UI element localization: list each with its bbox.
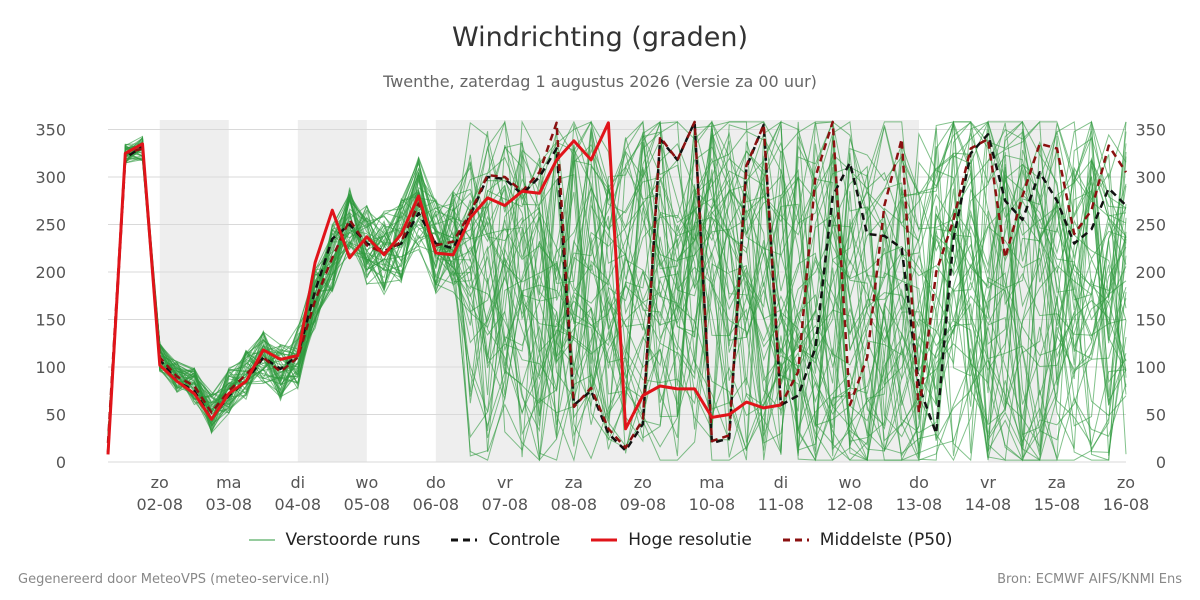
legend-label: Hoge resolutie bbox=[628, 530, 752, 550]
x-tick-date: 02-08 bbox=[137, 495, 184, 514]
y-tick-label-right: 100 bbox=[1135, 358, 1166, 377]
y-tick-label-right: 50 bbox=[1146, 406, 1166, 425]
main-lines bbox=[106, 120, 1128, 455]
x-tick-day: do bbox=[909, 473, 929, 492]
ensemble-line bbox=[107, 121, 1127, 454]
x-tick-date: 04-08 bbox=[275, 495, 322, 514]
x-tick-date: 07-08 bbox=[482, 495, 529, 514]
y-tick-label-right: 150 bbox=[1135, 311, 1166, 330]
legend-label: Controle bbox=[488, 530, 561, 550]
y-tick-label-left: 250 bbox=[35, 216, 66, 235]
y-tick-label-right: 0 bbox=[1156, 453, 1166, 472]
ensemble-line bbox=[107, 119, 1127, 461]
x-tick-date: 10-08 bbox=[689, 495, 736, 514]
ensemble-line bbox=[107, 131, 1127, 449]
ensemble-line bbox=[107, 131, 1127, 452]
footer-credit: Gegenereerd door MeteoVPS (meteo-service… bbox=[18, 572, 330, 587]
ensemble-line bbox=[107, 132, 1127, 462]
y-tick-label-left: 350 bbox=[35, 121, 66, 140]
x-tick-date: 09-08 bbox=[620, 495, 667, 514]
ensemble-lines bbox=[107, 119, 1127, 462]
y-tick-label-left: 50 bbox=[46, 406, 66, 425]
legend-item: Verstoorde runs bbox=[248, 530, 421, 550]
x-tick-day: di bbox=[290, 473, 305, 492]
legend-swatch bbox=[451, 538, 478, 542]
ensemble-line bbox=[107, 126, 1127, 460]
legend-swatch bbox=[782, 538, 809, 542]
ensemble-line bbox=[107, 121, 1127, 444]
y-tick-label-right: 300 bbox=[1135, 168, 1166, 187]
ensemble-line bbox=[107, 121, 1127, 462]
ensemble-line bbox=[107, 144, 1127, 461]
x-tick-date: 13-08 bbox=[896, 495, 943, 514]
x-tick-day: di bbox=[774, 473, 789, 492]
y-tick-label-right: 250 bbox=[1135, 216, 1166, 235]
y-tick-label-left: 150 bbox=[35, 311, 66, 330]
x-tick-day: ma bbox=[216, 473, 241, 492]
legend-item: Controle bbox=[450, 530, 560, 550]
legend: Verstoorde runs Controle Hoge resolutie Mid… bbox=[0, 530, 1200, 550]
legend-swatch bbox=[591, 538, 618, 542]
x-tick-day: do bbox=[426, 473, 446, 492]
y-tick-label-right: 350 bbox=[1135, 121, 1166, 140]
series-line-middelste-p50- bbox=[106, 120, 1128, 450]
legend-item: Hoge resolutie bbox=[590, 530, 752, 550]
legend-swatch bbox=[248, 539, 275, 541]
x-tick-date: 11-08 bbox=[758, 495, 805, 514]
footer-source: Bron: ECMWF AIFS/KNMI Ens bbox=[997, 572, 1182, 587]
y-tick-label-left: 300 bbox=[35, 168, 66, 187]
legend-label: Verstoorde runs bbox=[285, 530, 421, 550]
x-tick-date: 14-08 bbox=[965, 495, 1012, 514]
x-tick-day: zo bbox=[151, 473, 169, 492]
y-tick-label-right: 200 bbox=[1135, 263, 1166, 282]
x-tick-date: 03-08 bbox=[206, 495, 253, 514]
chart-title: Windrichting (graden) bbox=[451, 22, 749, 53]
x-tick-day: za bbox=[565, 473, 583, 492]
chart-canvas: 0 0 50 50 100 100 150 150 200 200 250 250 300 300 350 3… bbox=[35, 119, 1166, 515]
x-tick-date: 12-08 bbox=[827, 495, 874, 514]
x-tick-date: 08-08 bbox=[551, 495, 598, 514]
x-tick-day: vr bbox=[497, 473, 513, 492]
y-tick-label-left: 200 bbox=[35, 263, 66, 282]
series-line-hoge-resolutie bbox=[106, 121, 782, 455]
y-tick-label-left: 0 bbox=[56, 453, 66, 472]
x-tick-day: za bbox=[1048, 473, 1066, 492]
chart-subtitle: Twenthe, zaterdag 1 augustus 2026 (Versi… bbox=[383, 72, 817, 91]
x-tick-day: zo bbox=[1117, 473, 1135, 492]
x-tick-day: ma bbox=[699, 473, 724, 492]
x-tick-day: zo bbox=[634, 473, 652, 492]
legend-item: Middelste (P50) bbox=[782, 530, 953, 550]
axes: 0 0 50 50 100 100 150 150 200 200 250 250 300 300 350 3… bbox=[35, 121, 1166, 515]
x-tick-day: wo bbox=[355, 473, 378, 492]
x-tick-date: 05-08 bbox=[344, 495, 391, 514]
ensemble-line bbox=[107, 155, 1127, 456]
x-tick-date: 06-08 bbox=[413, 495, 460, 514]
x-tick-day: wo bbox=[838, 473, 861, 492]
x-tick-date: 16-08 bbox=[1103, 495, 1150, 514]
ensemble-line bbox=[107, 120, 1127, 461]
ensemble-line bbox=[107, 145, 1127, 461]
x-tick-date: 15-08 bbox=[1034, 495, 1081, 514]
series-line-controle bbox=[106, 120, 1127, 453]
legend-label: Middelste (P50) bbox=[819, 530, 953, 550]
x-tick-day: vr bbox=[980, 473, 996, 492]
y-tick-label-left: 100 bbox=[35, 358, 66, 377]
